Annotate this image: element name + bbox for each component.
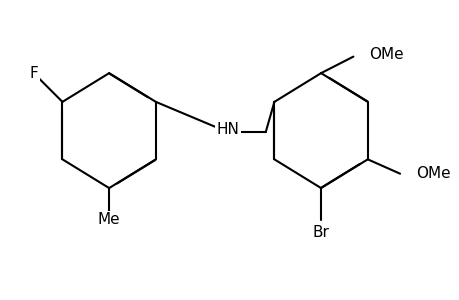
Text: Br: Br: [312, 225, 329, 240]
Text: OMe: OMe: [369, 47, 403, 62]
Text: OMe: OMe: [415, 166, 449, 181]
Text: HN: HN: [216, 122, 239, 137]
Text: Me: Me: [98, 212, 120, 227]
Text: F: F: [29, 66, 38, 81]
